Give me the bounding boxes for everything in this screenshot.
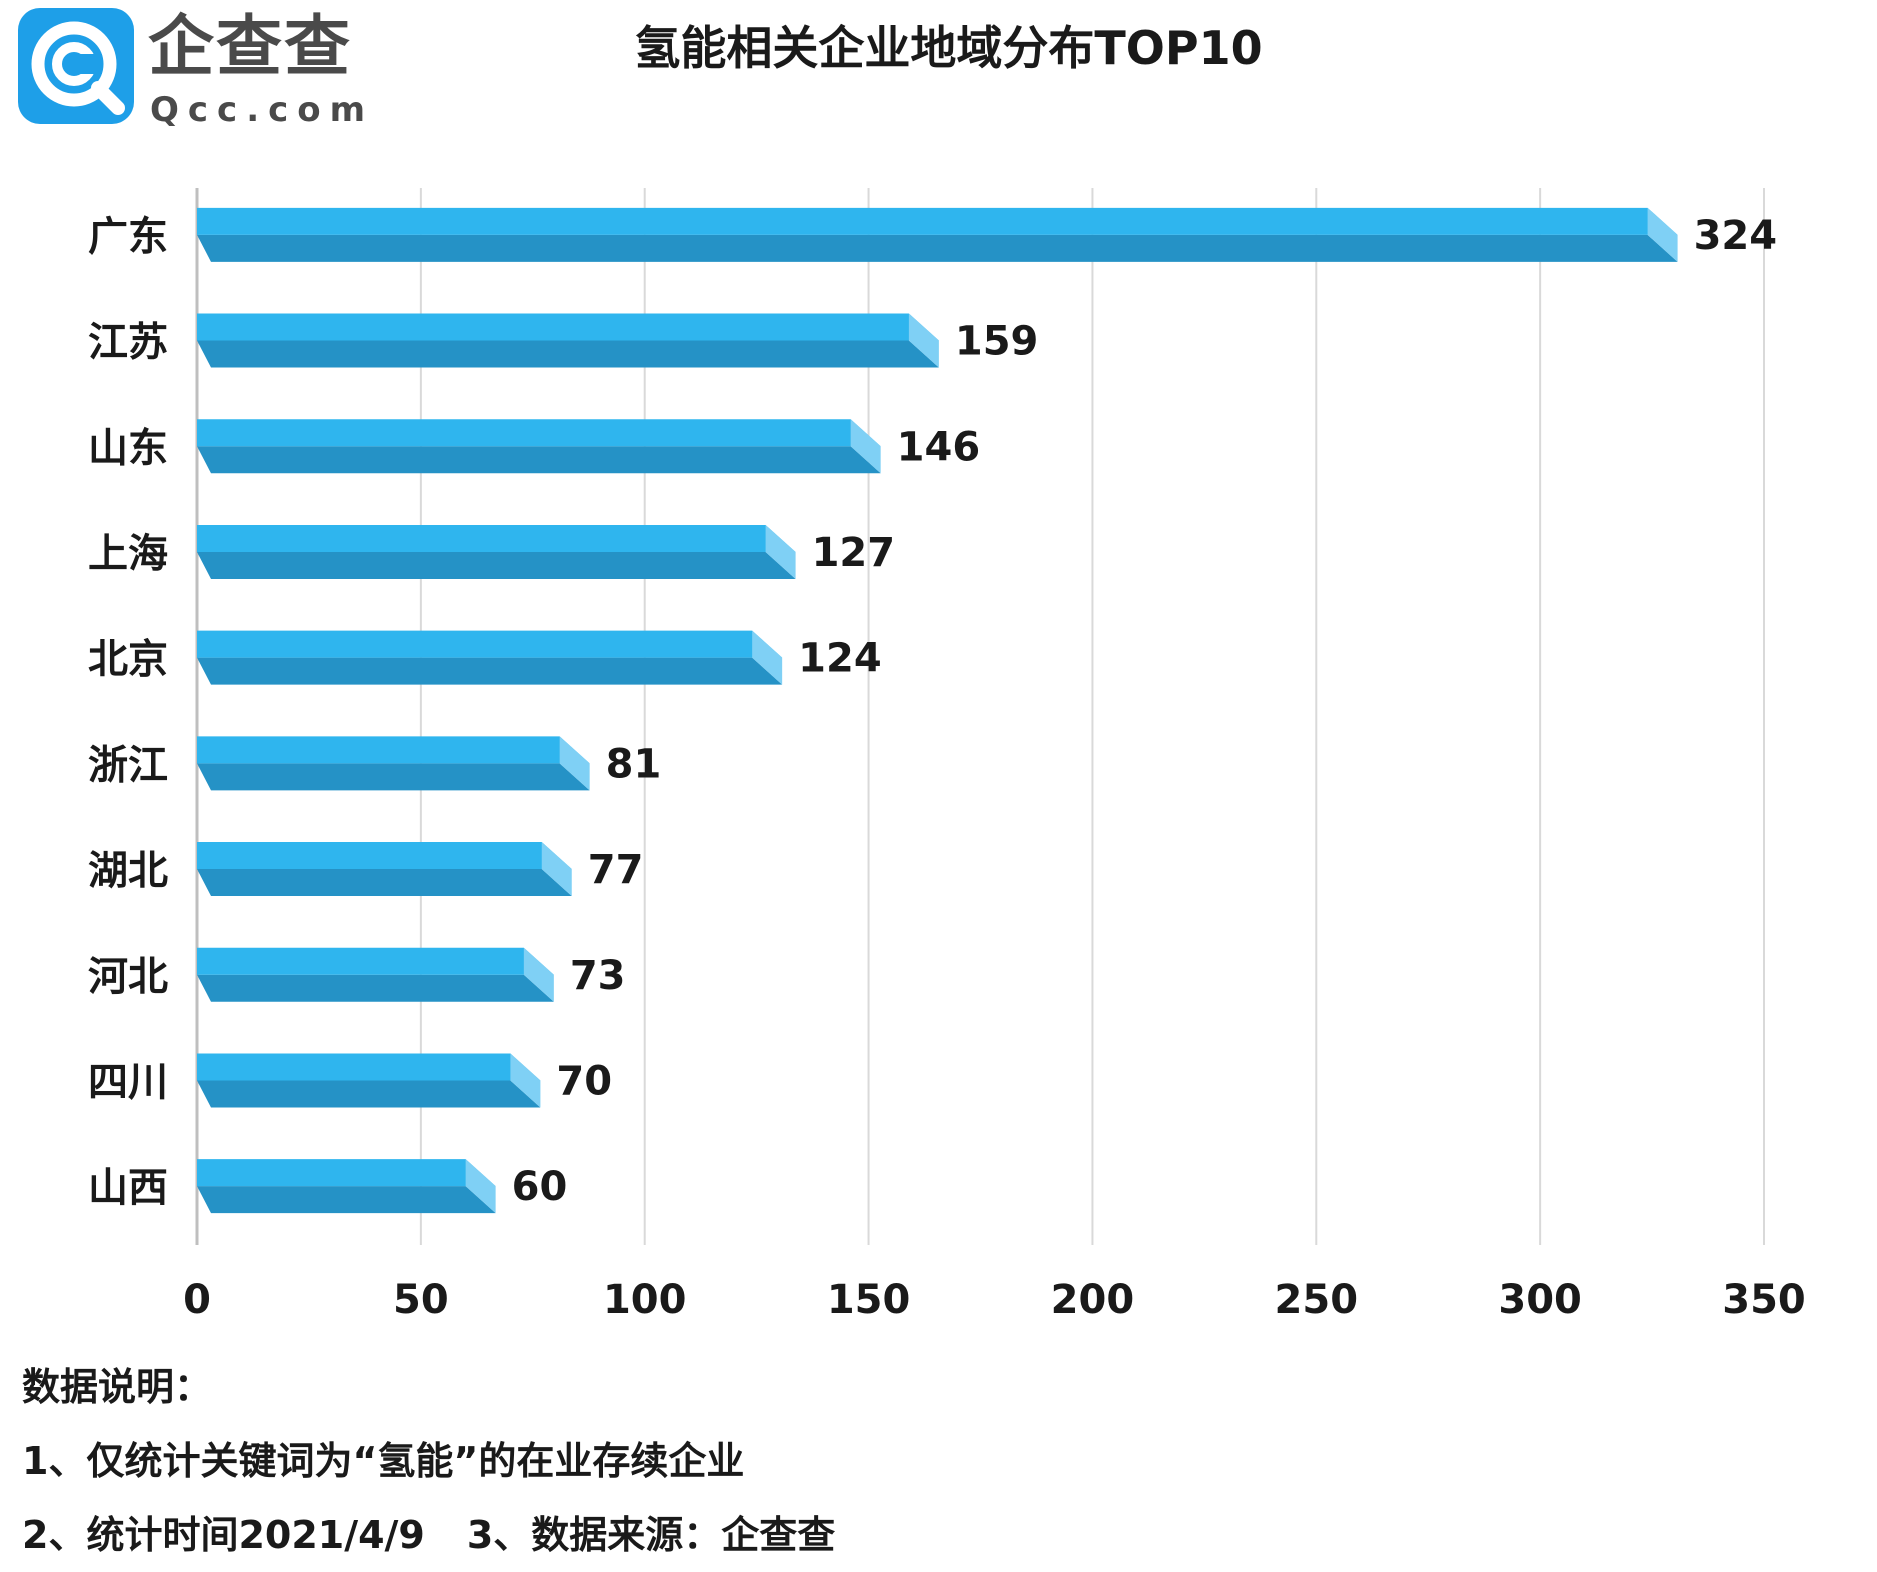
category-label: 山东 [88,425,168,471]
bar-end-cap [559,736,590,791]
category-label: 湖北 [88,848,168,894]
bar-shade [197,1080,541,1108]
notes-line-2: 2、统计时间2021/4/9 3、数据来源：企查查 [22,1498,835,1572]
bar [197,736,590,764]
data-label: 146 [897,424,981,470]
category-label: 广东 [88,214,168,260]
brand-logo: 企查查 Qcc.com [18,8,378,130]
bar [197,1159,496,1187]
notes-date: 2、统计时间2021/4/9 [22,1513,425,1557]
notes-line-1: 1、仅统计关键词为“氢能”的在业存续企业 [22,1439,745,1483]
bar-shade [197,974,554,1002]
notes-source: 3、数据来源：企查查 [466,1513,836,1557]
category-label: 山西 [88,1165,168,1211]
bar-end-cap [850,419,881,474]
bar-shade [197,551,796,579]
data-label: 324 [1694,213,1778,259]
bar-end-cap [523,947,554,1002]
bar-end-cap [541,842,572,897]
data-label: 77 [588,847,644,893]
x-tick-label: 250 [1275,1277,1359,1323]
category-label: 上海 [88,531,168,577]
bar [197,207,1678,235]
brand-name-cn: 企查查 [148,8,352,85]
bar-end-cap [510,1053,541,1108]
bar-shade [197,340,939,368]
bar-end-cap [908,313,939,368]
x-tick-label: 200 [1051,1277,1135,1323]
bar [197,419,881,447]
data-label: 124 [798,636,882,682]
bar-chart: 0 50 100 150 200 250 300 350 广东 324 江苏 159 山东 146 上海 12… [88,188,1806,1323]
bar [197,842,572,870]
category-label: 四川 [88,1059,168,1105]
bar [197,1053,541,1081]
x-tick-label: 300 [1498,1277,1582,1323]
bar [197,947,554,975]
bar-end-cap [465,1159,496,1214]
bar-shade [197,869,572,897]
category-label: 北京 [88,637,168,683]
bar-end-cap [1647,207,1678,262]
brand-name-en: Qcc.com [150,90,375,130]
bar [197,313,939,341]
notes-heading: 数据说明： [22,1365,213,1409]
bar-shade [197,657,783,685]
data-label: 60 [512,1164,568,1210]
data-label: 127 [812,530,896,576]
bar-shade [197,763,590,791]
bar-end-cap [765,524,796,579]
data-label: 73 [570,953,626,999]
x-tick-label: 50 [393,1277,449,1323]
x-tick-label: 0 [183,1277,211,1323]
category-label: 江苏 [88,320,168,366]
chart-title: 氢能相关企业地域分布TOP10 [634,21,1263,75]
data-label: 70 [556,1058,612,1104]
data-label: 159 [955,319,1039,365]
x-tick-label: 350 [1722,1277,1806,1323]
bar [197,524,796,552]
bar-shade [197,446,881,474]
x-tick-label: 100 [603,1277,687,1323]
data-label: 81 [606,741,662,787]
bar-end-cap [752,630,783,685]
category-label: 浙江 [88,742,168,788]
bar-shade [197,1186,496,1214]
bar-shade [197,234,1678,262]
x-tick-label: 150 [827,1277,911,1323]
bar [197,630,783,658]
qcc-logo-icon [18,8,134,124]
category-label: 河北 [88,954,168,1000]
